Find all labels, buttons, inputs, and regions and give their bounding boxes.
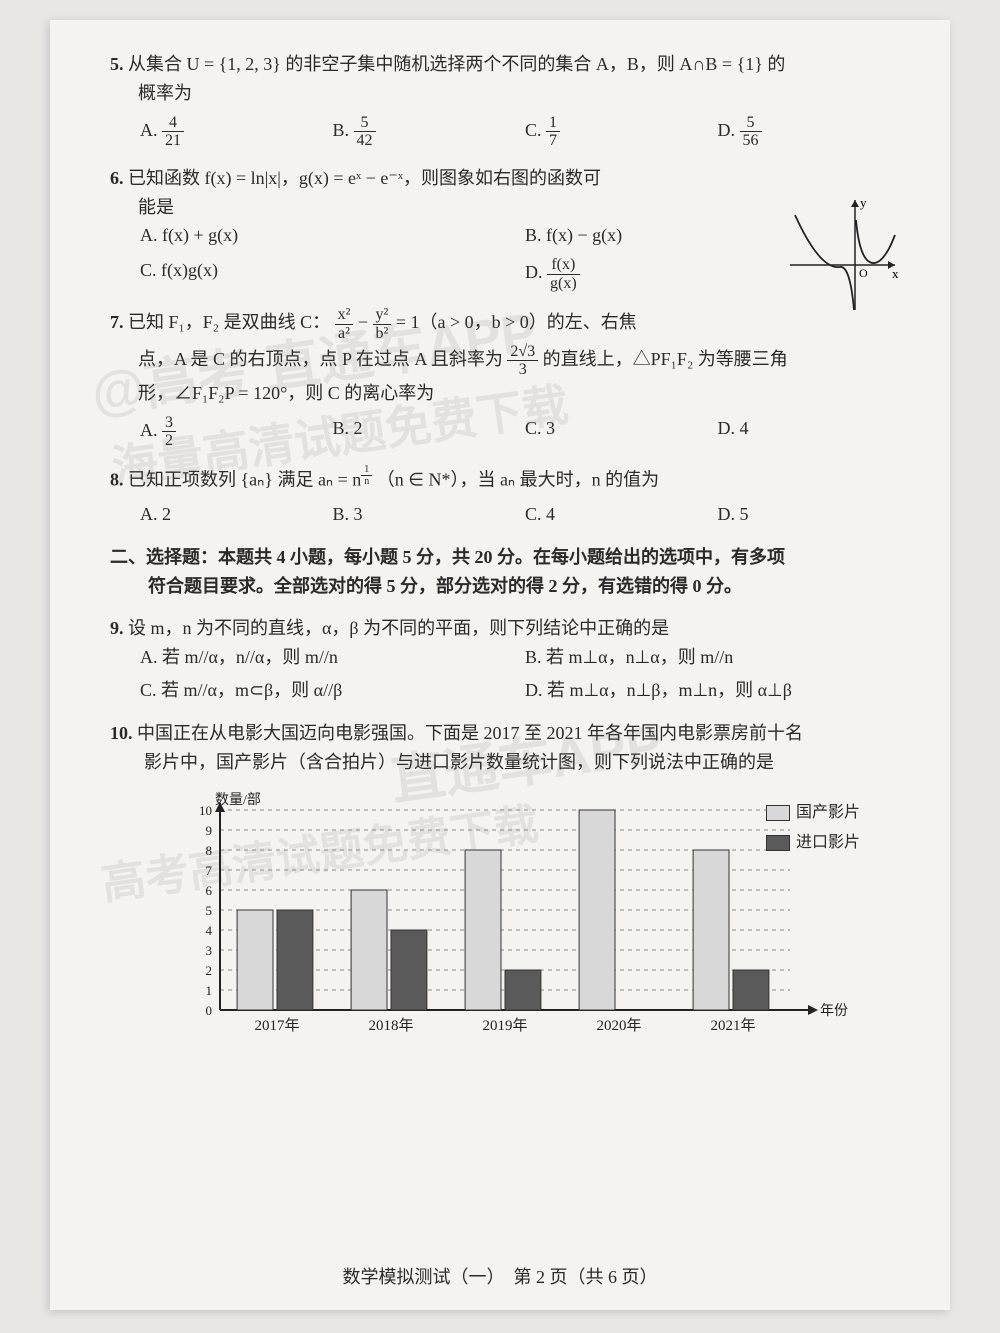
legend-swatch-domestic: [766, 805, 790, 821]
q5-opt-c: C. 17: [525, 114, 718, 150]
question-7: 7. 已知 F₁，F₂ 是双曲线 C： x²a² − y²b² = 1（a > …: [110, 306, 910, 449]
q8-opt-c: C. 4: [525, 500, 718, 529]
origin-label: O: [859, 266, 868, 280]
q7-num: 7.: [110, 313, 124, 333]
q9-t1: 设 m，n 为不同的直线，α，β 为不同的平面，则下列结论中正确的是: [128, 618, 669, 638]
question-9: 9. 设 m，n 为不同的直线，α，β 为不同的平面，则下列结论中正确的是 A.…: [110, 614, 910, 704]
q7-t4: 的直线上，△PF₁F₂ 为等腰三角: [543, 349, 788, 369]
svg-text:3: 3: [206, 943, 213, 958]
q7-t1: 已知 F₁，F₂ 是双曲线 C：: [128, 313, 330, 333]
q8-opt-d: D. 5: [718, 500, 911, 529]
q7-opt-b: B. 2: [333, 414, 526, 450]
q5-line2: 概率为: [110, 83, 192, 103]
q7-t3: 点，A 是 C 的右顶点，点 P 在过点 A 且斜率为: [110, 349, 507, 369]
svg-text:2: 2: [206, 963, 213, 978]
svg-text:6: 6: [206, 883, 213, 898]
q8-t1: 已知正项数列 {aₙ} 满足 aₙ = n: [128, 469, 361, 489]
section-2-header: 二、选择题：本题共 4 小题，每小题 5 分，共 20 分。在每小题给出的选项中…: [110, 543, 910, 601]
svg-text:1: 1: [206, 983, 213, 998]
q7-opt-c: C. 3: [525, 414, 718, 450]
svg-text:4: 4: [206, 923, 213, 938]
function-graph-icon: x y O: [780, 195, 900, 315]
q6-line2: 能是: [110, 197, 174, 217]
q8-t2: （n ∈ N*），当 aₙ 最大时，n 的值为: [377, 469, 659, 489]
svg-text:7: 7: [206, 863, 213, 878]
question-5: 5. 从集合 U = {1, 2, 3} 的非空子集中随机选择两个不同的集合 A…: [110, 50, 910, 150]
q5-options: A. 421 B. 542 C. 17 D. 556: [110, 114, 910, 150]
q9-opt-a: A. 若 m//α，n//α，则 m//n: [140, 643, 525, 672]
axis-x-label: x: [892, 266, 899, 281]
q5-num: 5.: [110, 54, 124, 74]
legend-domestic: 国产影片: [766, 800, 860, 826]
q6-line1: 已知函数 f(x) = ln|x|，g(x) = eˣ − e⁻ˣ，则图象如右图…: [128, 168, 601, 188]
svg-text:8: 8: [206, 843, 213, 858]
svg-text:数量/部: 数量/部: [215, 792, 261, 808]
svg-text:2017年: 2017年: [254, 1017, 299, 1034]
q7-opt-a: A. 32: [140, 414, 333, 450]
svg-text:年份: 年份: [820, 1003, 848, 1019]
q6-opt-c: C. f(x)g(x): [140, 256, 525, 292]
q6-num: 6.: [110, 168, 124, 188]
q7-t2: = 1（a > 0，b > 0）的左、右焦: [396, 313, 637, 333]
svg-text:2018年: 2018年: [368, 1017, 413, 1034]
q9-opt-c: C. 若 m//α，m⊂β，则 α//β: [140, 676, 525, 705]
q9-options: A. 若 m//α，n//α，则 m//n B. 若 m⊥α，n⊥α，则 m//…: [110, 643, 910, 705]
q7-opt-d: D. 4: [718, 414, 911, 450]
q7-t5: 形，∠F₁F₂P = 120°，则 C 的离心率为: [110, 383, 434, 403]
axis-y-label: y: [860, 195, 867, 210]
svg-text:5: 5: [206, 903, 213, 918]
q7-options: A. 32 B. 2 C. 3 D. 4: [110, 414, 910, 450]
svg-text:9: 9: [206, 823, 213, 838]
svg-text:2020年: 2020年: [596, 1017, 641, 1034]
q9-opt-d: D. 若 m⊥α，n⊥β，m⊥n，则 α⊥β: [525, 676, 910, 705]
q9-num: 9.: [110, 618, 124, 638]
svg-text:0: 0: [206, 1003, 213, 1018]
question-8: 8. 已知正项数列 {aₙ} 满足 aₙ = n1n （n ∈ N*），当 aₙ…: [110, 464, 910, 529]
q8-options: A. 2 B. 3 C. 4 D. 5: [110, 500, 910, 529]
q8-opt-a: A. 2: [140, 500, 333, 529]
q5-opt-b: B. 542: [333, 114, 526, 150]
question-10: 10. 中国正在从电影大国迈向电影强国。下面是 2017 至 2021 年各年国…: [110, 719, 910, 777]
q10-t2: 影片中，国产影片（含合拍片）与进口影片数量统计图，则下列说法中正确的是: [110, 752, 774, 772]
exam-page: 5. 从集合 U = {1, 2, 3} 的非空子集中随机选择两个不同的集合 A…: [50, 20, 950, 1310]
q10-t1: 中国正在从电影大国迈向电影强国。下面是 2017 至 2021 年各年国内电影票…: [137, 723, 803, 743]
q8-opt-b: B. 3: [333, 500, 526, 529]
legend-import: 进口影片: [766, 830, 860, 856]
q5-line1: 从集合 U = {1, 2, 3} 的非空子集中随机选择两个不同的集合 A，B，…: [128, 54, 785, 74]
q8-num: 8.: [110, 469, 124, 489]
q5-opt-a: A. 421: [140, 114, 333, 150]
q6-opt-a: A. f(x) + g(x): [140, 221, 525, 250]
q10-num: 10.: [110, 723, 133, 743]
chart-legend: 国产影片 进口影片: [766, 800, 860, 859]
legend-swatch-import: [766, 835, 790, 851]
q5-opt-d: D. 556: [718, 114, 911, 150]
page-footer: 数学模拟测试（一） 第 2 页（共 6 页）: [50, 1263, 950, 1292]
bar-chart: 数量/部 0 1 2 3 4 5 6 7 8 9 10 年份 2017年 2018年 2019年 2020年 20…: [170, 790, 870, 1050]
svg-text:2021年: 2021年: [710, 1017, 755, 1034]
svg-text:10: 10: [199, 803, 212, 818]
svg-text:2019年: 2019年: [482, 1017, 527, 1034]
q9-opt-b: B. 若 m⊥α，n⊥α，则 m//n: [525, 643, 910, 672]
